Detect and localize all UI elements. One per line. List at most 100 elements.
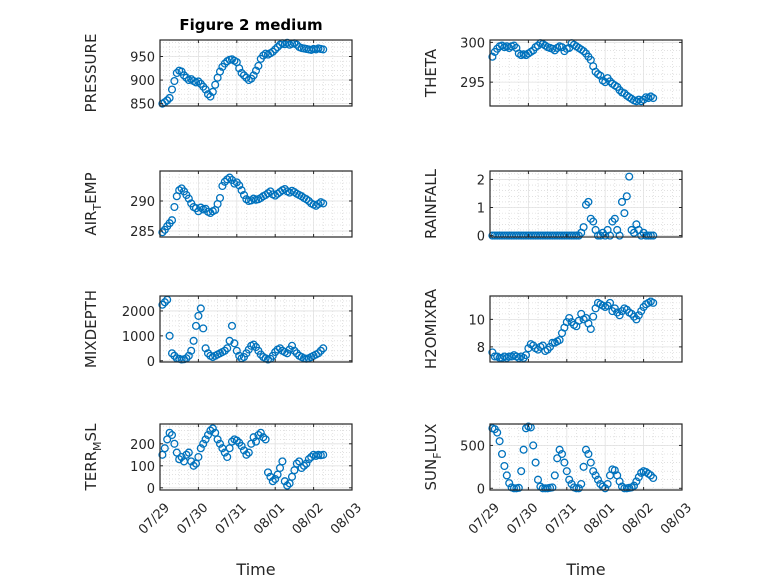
- data-point: [601, 484, 610, 493]
- data-point: [189, 461, 198, 470]
- data-point: [533, 475, 543, 484]
- data-point: [215, 193, 225, 203]
- data-point: [268, 477, 277, 486]
- data-point: [591, 67, 600, 76]
- data-point: [548, 483, 557, 492]
- data-point: [514, 483, 523, 492]
- data-point: [290, 346, 299, 355]
- data-point: [239, 446, 249, 455]
- data-point: [256, 428, 265, 437]
- y-tick-label: 200: [130, 438, 155, 453]
- data-series: [488, 172, 658, 240]
- y-axis-label: H2OMIXRA: [422, 288, 440, 369]
- x-axis-label: Time: [235, 560, 275, 579]
- data-point: [319, 450, 328, 459]
- data-point: [505, 479, 514, 488]
- data-point: [170, 202, 179, 212]
- data-point: [581, 445, 591, 454]
- data-point: [170, 439, 179, 448]
- data-point: [497, 449, 507, 459]
- data-point: [316, 346, 325, 355]
- data-point: [586, 458, 595, 467]
- data-point: [263, 189, 273, 198]
- data-point: [555, 335, 564, 345]
- data-point: [201, 344, 210, 353]
- data-point: [622, 192, 631, 201]
- subplot-theta: 295 300 THETA: [422, 36, 683, 107]
- data-point: [208, 87, 217, 96]
- y-axis-label: AIRTEMP: [82, 172, 104, 235]
- data-point: [572, 484, 581, 493]
- data-point: [199, 324, 208, 333]
- data-point: [586, 324, 595, 334]
- data-series: [488, 297, 658, 362]
- data-point: [502, 471, 511, 480]
- data-point: [545, 342, 555, 351]
- data-point: [307, 452, 316, 462]
- data-point: [184, 194, 193, 203]
- subplot-air-temp: 285 290 AIRTEMP: [82, 170, 353, 240]
- subplot-pressure: 850 900 950 PRESSURE: [82, 34, 353, 113]
- data-point: [632, 315, 641, 324]
- data-point: [254, 430, 263, 440]
- data-series: [158, 424, 328, 490]
- data-point: [610, 214, 619, 223]
- data-point: [239, 190, 249, 200]
- data-point: [302, 195, 311, 204]
- data-point: [199, 439, 208, 448]
- data-point: [167, 349, 177, 358]
- data-point: [577, 479, 586, 489]
- data-point: [187, 457, 196, 466]
- data-point: [584, 197, 593, 206]
- data-point: [519, 445, 528, 454]
- data-point: [603, 479, 612, 489]
- data-point: [196, 203, 205, 212]
- data-point: [251, 66, 261, 75]
- data-point: [203, 90, 213, 99]
- data-point: [163, 96, 172, 105]
- data-point: [215, 439, 225, 448]
- data-point: [493, 428, 502, 437]
- data-point: [160, 298, 169, 307]
- data-point: [189, 336, 198, 345]
- data-point: [574, 484, 583, 493]
- data-point: [184, 351, 193, 360]
- data-point: [242, 73, 251, 82]
- axes-box: [159, 295, 353, 363]
- data-point: [206, 92, 215, 101]
- data-point: [562, 467, 571, 476]
- data-point: [237, 186, 246, 195]
- data-point: [589, 312, 598, 321]
- y-axis-label: THETA: [422, 48, 440, 98]
- data-point: [237, 441, 246, 451]
- data-point: [203, 430, 213, 440]
- data-point: [649, 298, 658, 307]
- data-point: [632, 477, 641, 486]
- data-point: [617, 197, 627, 206]
- data-point: [177, 452, 186, 462]
- data-point: [319, 45, 328, 54]
- data-point: [223, 344, 232, 353]
- data-point: [646, 471, 655, 480]
- data-point: [213, 435, 222, 444]
- data-point: [634, 311, 643, 320]
- data-point: [196, 444, 205, 453]
- data-point: [167, 430, 177, 440]
- data-point: [584, 449, 593, 459]
- axes-box: [489, 295, 683, 363]
- data-point: [579, 47, 588, 56]
- y-tick-label: 2000: [122, 305, 155, 320]
- data-point: [649, 473, 658, 483]
- data-point: [237, 68, 246, 78]
- y-tick-label: 1000: [122, 330, 155, 345]
- data-point: [184, 448, 193, 457]
- data-point: [292, 459, 301, 468]
- data-point: [620, 209, 629, 218]
- data-point: [175, 186, 184, 195]
- data-point: [529, 441, 538, 450]
- data-point: [191, 321, 201, 330]
- data-point: [593, 475, 603, 484]
- data-point: [509, 41, 519, 50]
- data-series: [158, 38, 328, 108]
